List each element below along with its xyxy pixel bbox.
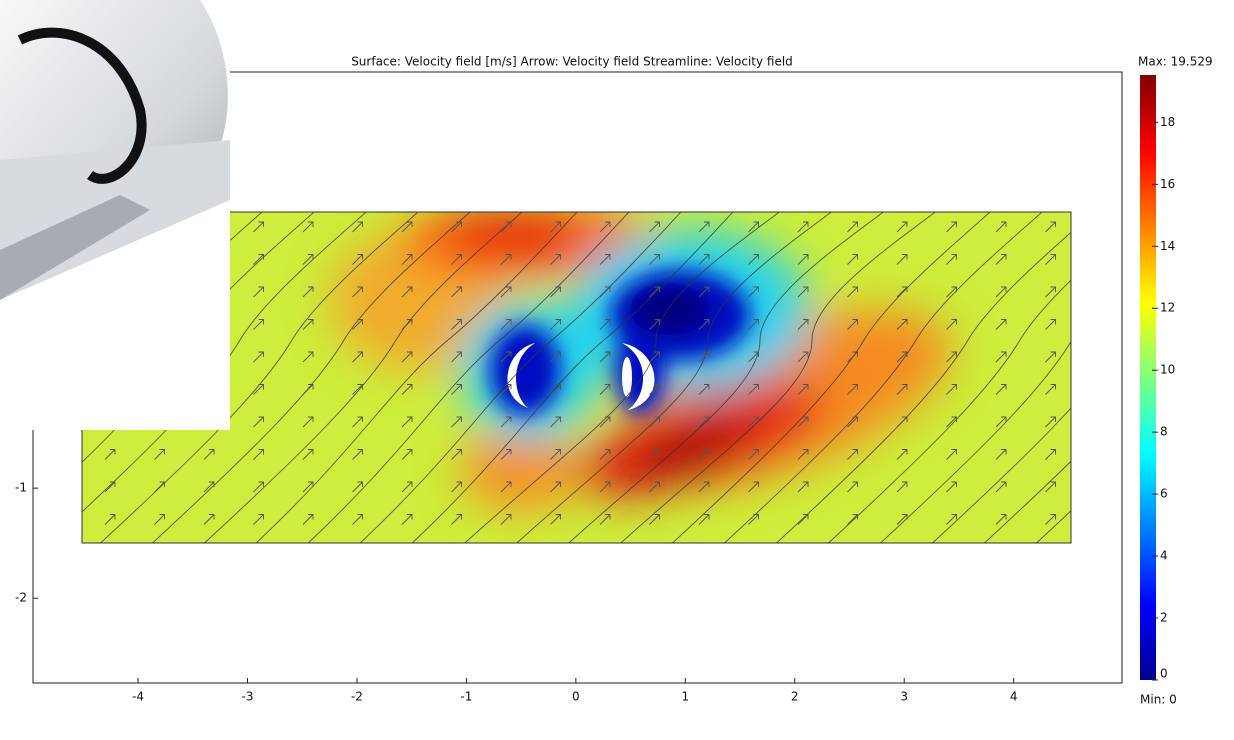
colorbar-tick-label: 12 (1160, 301, 1175, 315)
colorbar-tick-label: 0 (1160, 667, 1168, 681)
x-tick-label: 3 (900, 690, 908, 704)
colorbar-tick-label: 6 (1160, 487, 1168, 501)
x-tick-label: -4 (132, 690, 144, 704)
y-tick-label: -2 (15, 591, 27, 605)
x-tick-label: 0 (572, 690, 580, 704)
colorbar-tick-label: 14 (1160, 239, 1175, 253)
x-tick-label: -2 (351, 690, 363, 704)
streamline (1122, 190, 1234, 560)
colorbar-tick-label: 16 (1160, 177, 1175, 191)
x-tick-label: 1 (681, 690, 689, 704)
streamline (1226, 190, 1234, 560)
colorbar-tick-label: 10 (1160, 363, 1175, 377)
colorbar-min: Min: 0 (1140, 693, 1177, 707)
overlay-image (0, 0, 230, 430)
colorbar-tick-label: 2 (1160, 611, 1168, 625)
colorbar-tick-label: 4 (1160, 549, 1168, 563)
x-tick-label: 4 (1010, 690, 1018, 704)
chart: Surface: Velocity field [m/s] Arrow: Vel… (0, 0, 1234, 740)
chart-title: Surface: Velocity field [m/s] Arrow: Vel… (351, 55, 793, 69)
colorbar-tick-label: 8 (1160, 425, 1168, 439)
x-tick-label: 2 (791, 690, 799, 704)
colorbar (1140, 75, 1156, 680)
colorbar-max: Max: 19.529 (1138, 55, 1213, 69)
x-tick-label: -3 (242, 690, 254, 704)
colorbar-tick-label: 18 (1160, 115, 1175, 129)
streamline (1174, 190, 1234, 560)
x-tick-label: -1 (460, 690, 472, 704)
y-tick-label: -1 (15, 481, 27, 495)
